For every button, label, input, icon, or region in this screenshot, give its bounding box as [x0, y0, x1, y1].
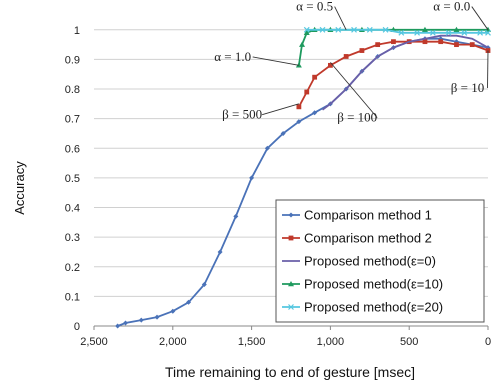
annotation-label: β = 10 [451, 80, 484, 95]
series-point-1 [304, 89, 310, 95]
series-point-1 [375, 42, 381, 48]
annotation-label: β = 100 [337, 110, 377, 125]
series-layer [115, 26, 491, 329]
x-tick-label: 2,000 [159, 336, 187, 348]
legend-marker [288, 281, 294, 287]
annotation-leader [330, 62, 378, 118]
y-tick-label: 0.8 [65, 84, 80, 96]
series-point-1 [328, 62, 333, 68]
annotation-label: α = 0.5 [296, 0, 333, 14]
series-point-4 [485, 29, 491, 36]
series-point-3 [453, 26, 460, 33]
y-axis-label: Accuracy [12, 161, 27, 215]
series-point-0 [312, 110, 318, 116]
series-point-1 [391, 39, 396, 45]
series-point-0 [249, 175, 255, 181]
y-tick-label: 0 [74, 321, 80, 333]
x-axis-label: Time remaining to end of gesture [msec] [165, 364, 415, 380]
axes: 0 0.1 0.2 0.3 0.4 0.5 0.6 0.7 0.8 0.9 1 2,500 2,000 1… [65, 25, 491, 348]
legend-box [275, 199, 485, 323]
legend-item-label: Comparison method 2 [304, 231, 432, 246]
series-point-4 [414, 29, 421, 36]
legend-marker [288, 235, 294, 241]
y-tick-label: 0.4 [65, 203, 80, 215]
y-tick-label: 0.3 [65, 232, 80, 244]
annotation-label: β = 500 [222, 107, 262, 122]
series-point-1 [469, 42, 475, 48]
series-point-0 [123, 320, 129, 326]
series-point-4 [398, 29, 405, 36]
series-point-4 [477, 29, 484, 36]
series-point-1 [296, 104, 302, 110]
annotation-leader [334, 6, 347, 31]
legend-item-label: Proposed method(ε=20) [304, 300, 443, 315]
series-point-4 [461, 29, 468, 36]
annotation-label: α = 1.0 [214, 49, 251, 64]
y-tick-label: 1 [74, 25, 80, 37]
series-point-1 [343, 54, 349, 59]
y-tick-label: 0.1 [65, 291, 80, 303]
y-tick-label: 0.6 [65, 143, 80, 155]
series-point-0 [296, 119, 302, 125]
series-line-2 [321, 34, 489, 111]
series-point-3 [303, 29, 310, 35]
legend-marker [288, 212, 294, 218]
annotation-layer: α = 0.5 α = 0.0 α = 1.0 β = 10 β = 100 β = 50… [214, 0, 489, 125]
annotation-label: α = 0.0 [433, 0, 470, 14]
x-tick-label: 2,500 [80, 336, 108, 348]
series-point-1 [438, 39, 444, 45]
series-point-4 [366, 26, 373, 33]
series-point-1 [454, 42, 459, 48]
legend-marker [288, 304, 294, 310]
y-tick-label: 0.9 [65, 54, 80, 66]
series-point-0 [217, 249, 223, 255]
legend-item-label: Proposed method(ε=10) [304, 277, 443, 292]
y-tick-label: 0.5 [65, 173, 80, 185]
series-point-0 [138, 317, 144, 323]
series-line-1 [298, 40, 489, 108]
series-point-0 [154, 314, 160, 320]
annotation-leader [252, 56, 299, 66]
series-point-1 [485, 48, 491, 53]
series-point-4 [319, 26, 326, 33]
series-point-3 [299, 41, 306, 47]
series-point-0 [201, 282, 207, 288]
annotation-leader [471, 6, 489, 31]
series-point-0 [170, 308, 176, 314]
y-tick-label: 0.2 [65, 262, 80, 274]
series-point-4 [429, 29, 436, 36]
x-tick-label: 1,000 [317, 336, 345, 348]
legend-item-label: Proposed method(ε=0) [304, 254, 436, 269]
legend: Comparison method 1 Comparison method 2 Pr… [275, 199, 485, 323]
series-point-1 [422, 39, 428, 45]
series-point-1 [312, 74, 318, 80]
series-point-3 [421, 26, 428, 33]
y-tick-label: 0.7 [65, 114, 80, 126]
x-tick-label: 500 [400, 336, 418, 348]
series-point-0 [280, 130, 286, 136]
series-point-1 [359, 48, 365, 53]
x-tick-label: 1,500 [238, 336, 266, 348]
series-point-4 [335, 26, 342, 33]
series-point-4 [303, 26, 310, 33]
series-point-0 [115, 323, 121, 329]
series-point-4 [445, 29, 452, 36]
legend-item-label: Comparison method 1 [304, 208, 432, 223]
series-point-4 [382, 26, 389, 33]
series-point-0 [264, 145, 270, 151]
series-point-4 [351, 26, 357, 33]
series-point-0 [186, 299, 192, 305]
annotation-leader [262, 103, 300, 116]
x-tick-label: 0 [485, 336, 491, 348]
series-point-0 [233, 213, 239, 219]
